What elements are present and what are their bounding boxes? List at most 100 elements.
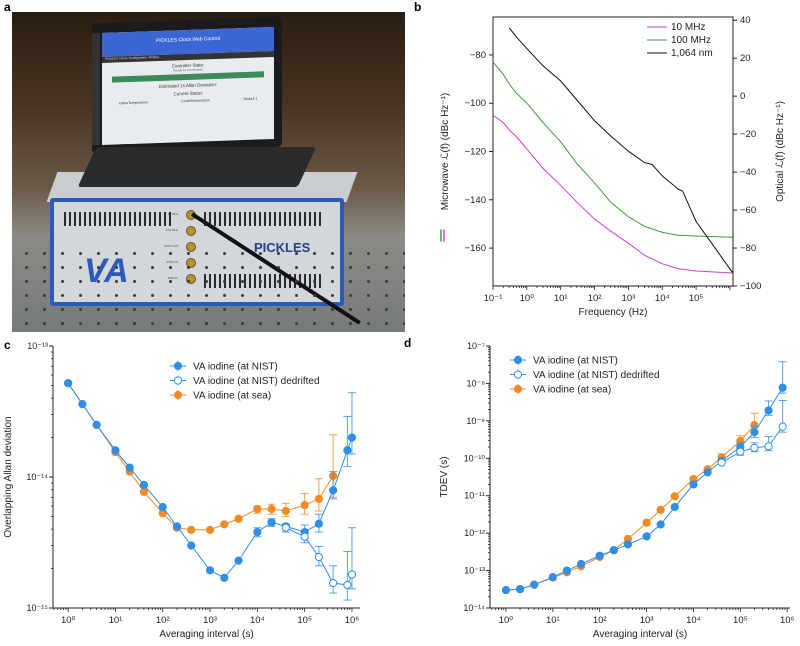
table-hole (277, 266, 280, 269)
y-right-tick-label: −100 (740, 281, 761, 292)
data-point (78, 400, 87, 409)
table-hole (133, 252, 136, 255)
table-hole (241, 322, 244, 325)
data-point (347, 570, 357, 579)
table-hole (97, 266, 100, 269)
y-tick-label: 10⁻⁸ (466, 378, 485, 388)
table-hole (367, 322, 370, 325)
table-hole (403, 308, 405, 311)
legend-label: VA iodine (at NIST) dedrifted (533, 370, 660, 381)
y-tick-label: 10⁻¹³ (464, 566, 485, 576)
data-point (530, 580, 539, 589)
connector-label: PPS IN (168, 276, 178, 280)
table-hole (115, 294, 118, 297)
table-hole (367, 266, 370, 269)
data-point (778, 383, 787, 392)
data-point (234, 514, 243, 523)
legend-label: 1,064 nm (671, 48, 713, 59)
data-point (343, 580, 352, 590)
legend-label: VA iodine (at sea) (193, 391, 271, 402)
table-hole (97, 322, 100, 325)
x-tick-label: 10³ (622, 293, 636, 304)
x-axis-title: Averaging interval (s) (159, 629, 253, 640)
table-hole (43, 322, 46, 325)
x-tick-label: 10² (156, 615, 170, 626)
data-point (548, 572, 557, 582)
table-hole (115, 280, 118, 283)
table-hole (331, 266, 334, 269)
table-hole (385, 280, 388, 283)
table-hole (313, 280, 316, 283)
data-point (139, 487, 149, 496)
data-point (347, 433, 357, 442)
y-right-tick-label: 0 (740, 91, 745, 102)
vent (204, 212, 324, 226)
table-hole (295, 266, 298, 269)
y-right-tick-label: −40 (740, 167, 756, 178)
table-hole (205, 308, 208, 311)
photo-pickles-clock: PICKLES Clock Web Control PICKLES Home C… (12, 12, 405, 332)
table-hole (61, 280, 64, 283)
table-hole (313, 266, 316, 269)
y-axis-title: TDEV (s) (439, 456, 450, 497)
table-hole (295, 308, 298, 311)
y-tick-label: 10⁻¹⁴ (463, 603, 485, 613)
data-point (314, 519, 323, 528)
data-point (595, 551, 604, 560)
x-tick-label: 10⁻¹ (484, 293, 503, 304)
y-tick-label: 10⁻¹⁵ (27, 603, 49, 613)
table-hole (115, 322, 118, 325)
data-point (64, 379, 73, 388)
x-tick-label: 10⁴ (655, 293, 670, 304)
data-point (501, 586, 511, 595)
table-hole (223, 280, 226, 283)
data-point (253, 527, 262, 537)
y-tick-label: 10⁻⁷ (467, 341, 485, 351)
legend-swatch-marker (513, 384, 523, 394)
data-point (187, 525, 196, 534)
table-hole (151, 308, 154, 311)
legend-swatch-marker (513, 370, 523, 379)
table-hole (331, 252, 334, 255)
data-point (515, 584, 525, 594)
y-right-axis-title: Optical ℒ(f) (dBc Hz⁻¹) (775, 101, 786, 202)
data-point (314, 494, 323, 504)
table-hole (115, 266, 118, 269)
table-hole (133, 308, 136, 311)
device-name: PICKLES (254, 240, 311, 255)
table-hole (151, 322, 154, 325)
legend-label: VA iodine (at sea) (533, 385, 611, 396)
table-hole (259, 280, 262, 283)
table-hole (169, 294, 172, 297)
table-hole (241, 252, 244, 255)
data-point (750, 428, 759, 437)
table-hole (205, 322, 208, 325)
table-hole (61, 322, 64, 325)
table-hole (259, 322, 262, 325)
table-hole (313, 322, 316, 325)
data-point (205, 525, 215, 534)
table-hole (25, 308, 28, 311)
x-tick-label: 10¹ (546, 615, 560, 626)
x-tick-label: 10² (593, 615, 607, 626)
series-line (67, 382, 334, 531)
x-tick-label: 10⁰ (61, 615, 76, 626)
connector-label: 100 MHz (166, 228, 179, 232)
data-point (576, 559, 586, 569)
connector-label: 10 MHz (168, 212, 179, 216)
series-line (67, 382, 353, 579)
table-hole (331, 294, 334, 297)
table-hole (241, 308, 244, 311)
y-left-tick-label: −160 (465, 243, 486, 254)
table-hole (403, 252, 405, 255)
data-point (314, 552, 323, 562)
table-hole (151, 294, 154, 297)
x-tick-label: 10⁶ (780, 615, 795, 626)
table-hole (277, 294, 280, 297)
table-hole (151, 266, 154, 269)
data-point (253, 504, 262, 514)
data-point (300, 532, 309, 541)
table-hole (25, 280, 28, 283)
table-hole (169, 252, 172, 255)
data-point (111, 446, 120, 455)
